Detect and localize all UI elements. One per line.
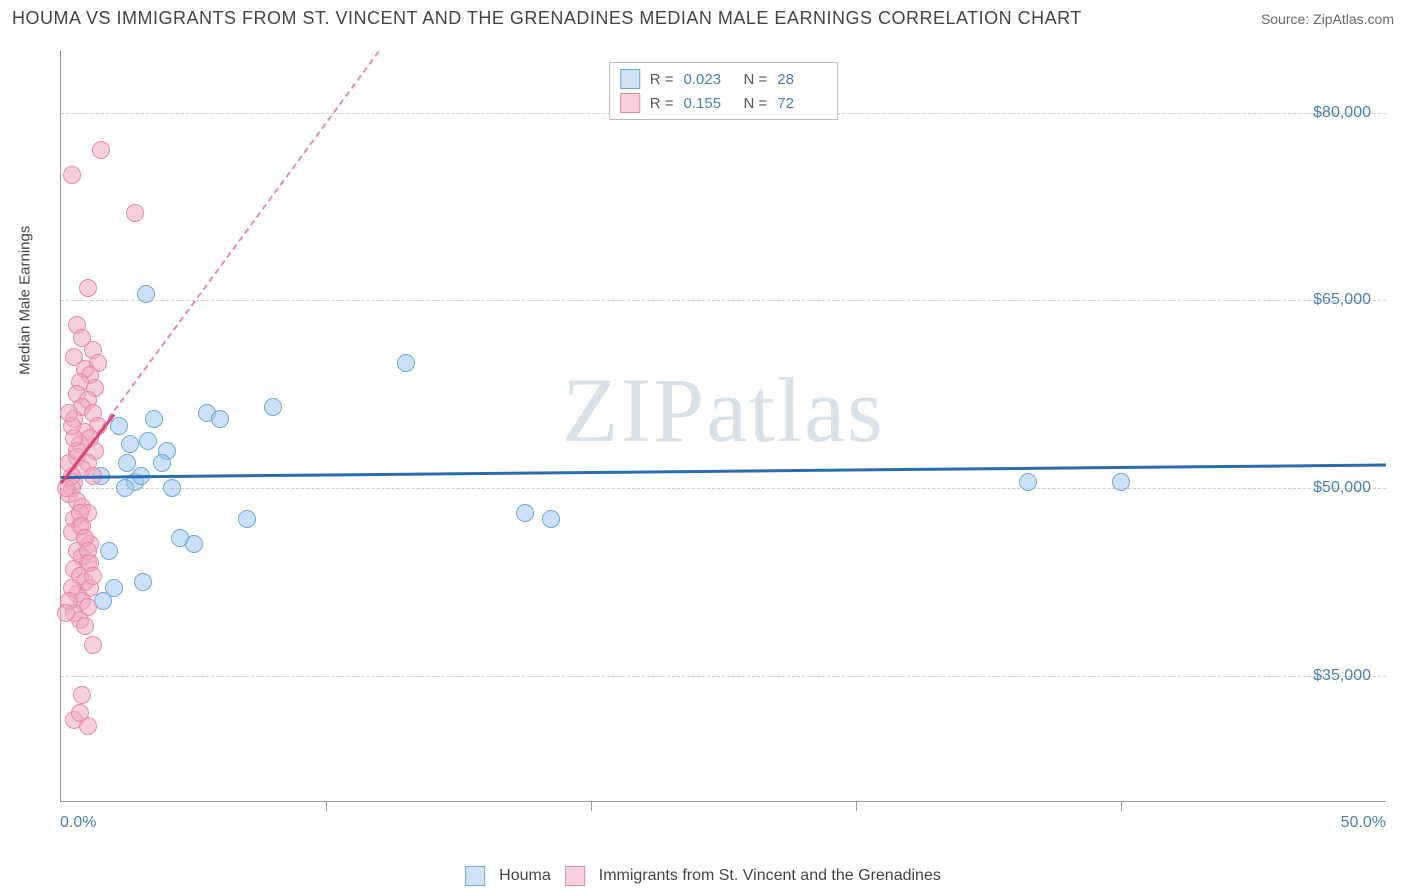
chart-container: Median Male Earnings ZIPatlas R = 0.023 N … [10, 40, 1396, 842]
x-tick-min: 0.0% [60, 814, 96, 832]
data-point [163, 479, 181, 497]
legend-row: R = 0.155 N = 72 [620, 91, 828, 115]
y-axis-title: Median Male Earnings [17, 226, 34, 375]
chart-title: HOUMA VS IMMIGRANTS FROM ST. VINCENT AND… [12, 8, 1082, 29]
data-point [57, 604, 75, 622]
data-point [63, 166, 81, 184]
legend-swatch [565, 866, 585, 886]
data-point [110, 417, 128, 435]
x-tick-mark [326, 801, 327, 811]
data-point [71, 704, 89, 722]
legend-series-label: Houma [499, 867, 551, 885]
data-point [79, 279, 97, 297]
data-point [60, 404, 78, 422]
data-point [1019, 473, 1037, 491]
data-point [84, 636, 102, 654]
data-point [211, 410, 229, 428]
data-point [139, 432, 157, 450]
gridline-h [61, 676, 1386, 677]
legend-series-label: Immigrants from St. Vincent and the Gren… [599, 867, 941, 885]
x-tick-mark [1121, 801, 1122, 811]
data-point [238, 510, 256, 528]
data-point [145, 410, 163, 428]
data-point [73, 686, 91, 704]
legend-r-label: R = [650, 95, 674, 112]
x-tick-mark [856, 801, 857, 811]
data-point [1112, 473, 1130, 491]
source-label: Source: ZipAtlas.com [1261, 11, 1394, 27]
data-point [185, 535, 203, 553]
gridline-h [61, 488, 1386, 489]
data-point [134, 573, 152, 591]
data-point [92, 141, 110, 159]
y-tick-label: $50,000 [1313, 479, 1371, 497]
legend-correlation: R = 0.023 N = 28 R = 0.155 N = 72 [609, 62, 839, 120]
y-tick-label: $35,000 [1313, 667, 1371, 685]
legend-n-label: N = [744, 95, 768, 112]
y-tick-label: $65,000 [1313, 291, 1371, 309]
plot-area: ZIPatlas R = 0.023 N = 28 R = 0.155 N = 72 $35,… [60, 50, 1386, 802]
data-point [137, 285, 155, 303]
y-tick-label: $80,000 [1313, 104, 1371, 122]
x-tick-mark [591, 801, 592, 811]
legend-r-label: R = [650, 71, 674, 88]
x-tick-max: 50.0% [1341, 814, 1386, 832]
data-point [116, 479, 134, 497]
data-point [397, 354, 415, 372]
legend-series: Houma Immigrants from St. Vincent and the… [465, 866, 941, 886]
data-point [118, 454, 136, 472]
gridline-h [61, 300, 1386, 301]
header: HOUMA VS IMMIGRANTS FROM ST. VINCENT AND… [0, 0, 1406, 33]
data-point [153, 454, 171, 472]
data-point [516, 504, 534, 522]
trend-line [61, 463, 1386, 479]
data-point [100, 542, 118, 560]
legend-n-label: N = [744, 71, 768, 88]
data-point [76, 617, 94, 635]
legend-n-value: 72 [777, 95, 827, 112]
legend-row: R = 0.023 N = 28 [620, 67, 828, 91]
legend-swatch [620, 93, 640, 113]
legend-n-value: 28 [777, 71, 827, 88]
legend-swatch [465, 866, 485, 886]
data-point [126, 204, 144, 222]
data-point [542, 510, 560, 528]
watermark: ZIPatlas [562, 357, 885, 463]
data-point [94, 592, 112, 610]
data-point [264, 398, 282, 416]
legend-r-value: 0.023 [684, 71, 734, 88]
data-point [121, 435, 139, 453]
legend-swatch [620, 69, 640, 89]
data-point [84, 567, 102, 585]
legend-r-value: 0.155 [684, 95, 734, 112]
